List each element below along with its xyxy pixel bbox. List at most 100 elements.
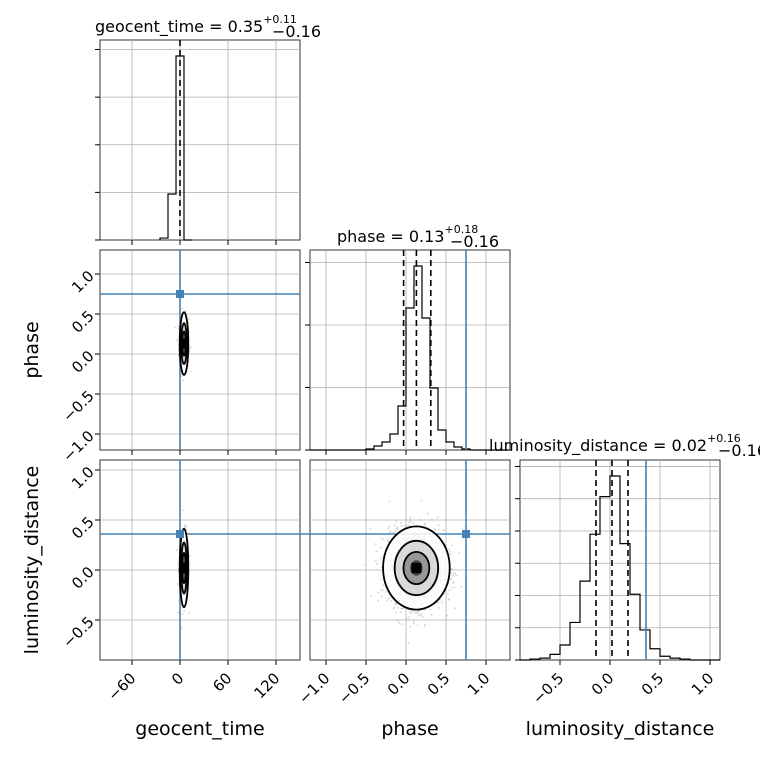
x-tick-label: 0 (168, 669, 187, 688)
sample-point (393, 525, 396, 527)
x-tick-label: 0.5 (638, 669, 668, 699)
sample-point (388, 500, 391, 503)
sample-point (454, 572, 457, 574)
sample-point (409, 518, 411, 520)
sample-point (388, 532, 391, 534)
sample-point (181, 307, 184, 310)
sample-point (382, 532, 384, 535)
sample-point (452, 582, 455, 585)
sample-point (439, 599, 441, 601)
sample-point (450, 572, 453, 574)
sample-point (386, 599, 389, 602)
sample-point (449, 550, 451, 553)
sample-point (400, 607, 403, 610)
truth-marker (176, 530, 184, 538)
sample-point (183, 524, 186, 526)
y-tick-label: 0.0 (68, 563, 98, 593)
sample-point (454, 607, 456, 610)
sample-point (423, 625, 426, 628)
sample-point (438, 528, 440, 531)
sample-point (420, 613, 423, 616)
sample-point (407, 642, 410, 645)
panel-luminosity-distance-vs-geocent-time (99, 459, 301, 661)
x-tick-label: 1.0 (688, 669, 718, 699)
panel-luminosity-distance-vs-phase (309, 459, 511, 661)
sample-point (369, 527, 372, 530)
sample-point (176, 583, 179, 585)
plot-layer: −60 0 60 120 −1.0 −0.5 0.0 0.5 1.0 −0.5 0.0 0.5 1.0−… (59, 40, 720, 708)
y-tick-label: 0.0 (68, 347, 98, 377)
sample-point (409, 516, 412, 519)
sample-point (399, 522, 402, 524)
sample-point (410, 612, 413, 614)
sample-point (409, 521, 412, 523)
sample-point (189, 346, 192, 349)
sample-point (177, 354, 180, 357)
sample-point (420, 500, 423, 502)
x-tick-label: 0.0 (588, 669, 618, 699)
contour-line (382, 525, 451, 611)
sample-point (180, 375, 183, 377)
2d-panel-geocent-time-luminosity-distance (176, 509, 191, 629)
sample-point (419, 518, 422, 521)
panel-phase-hist (309, 249, 511, 451)
sample-point (394, 603, 397, 606)
sample-point (380, 595, 383, 598)
sample-point (380, 566, 383, 569)
sample-point (392, 607, 395, 610)
sample-point (407, 617, 409, 620)
sample-point (400, 611, 402, 614)
x-axis-label-phase: phase (381, 718, 438, 740)
sample-point (188, 612, 191, 614)
sample-point (412, 620, 415, 623)
x-tick-label: 60 (209, 669, 235, 695)
sample-point (189, 370, 192, 373)
y-tick-label: 0.5 (68, 513, 98, 543)
sample-point (185, 310, 187, 312)
sample-point (188, 318, 190, 320)
sample-point (451, 587, 453, 589)
sample-point (451, 574, 453, 577)
title-geocent-time: geocent_time = 0.35+0.11 (95, 13, 297, 37)
panel-geocent-time-hist (99, 39, 301, 241)
sample-point (388, 597, 390, 600)
sample-point (370, 595, 373, 597)
sample-point (382, 538, 385, 540)
sample-point (412, 522, 415, 524)
sample-point (388, 525, 390, 528)
sample-point (395, 520, 398, 523)
sample-point (185, 526, 188, 528)
sample-point (364, 564, 367, 566)
title-luminosity-distance: luminosity_distance = 0.02+0.16 (489, 432, 741, 456)
sample-point (180, 312, 183, 314)
sample-point (449, 553, 452, 556)
sample-point (392, 531, 395, 533)
sample-point (177, 584, 180, 587)
histogram-phase (310, 265, 510, 451)
sample-point (182, 613, 184, 616)
sample-point (396, 526, 399, 529)
sample-point (389, 530, 392, 533)
truth-marker (462, 530, 470, 538)
sample-point (417, 611, 420, 614)
sample-point (438, 607, 440, 609)
title-luminosity-distance-minus: −0.16 (718, 441, 760, 460)
2d-panel-phase-luminosity-distance (364, 500, 463, 645)
sample-point (447, 548, 450, 550)
sample-point (387, 539, 389, 542)
sample-point (417, 614, 420, 617)
2d-panel-geocent-time-phase (174, 307, 192, 382)
sample-point (395, 611, 397, 614)
x-tick-label: −1.0 (295, 669, 333, 707)
sample-point (442, 529, 445, 532)
sample-point (379, 578, 382, 581)
x-tick-label: 0.0 (384, 669, 414, 699)
sample-point (451, 544, 453, 547)
sample-point (178, 363, 181, 366)
title-phase: phase = 0.13+0.18 (337, 223, 478, 246)
sample-point (433, 527, 436, 530)
title-geocent-time-minus: −0.16 (272, 22, 321, 41)
density-peak (411, 563, 422, 573)
x-tick-label: −0.5 (335, 669, 373, 707)
sample-point (431, 518, 433, 521)
